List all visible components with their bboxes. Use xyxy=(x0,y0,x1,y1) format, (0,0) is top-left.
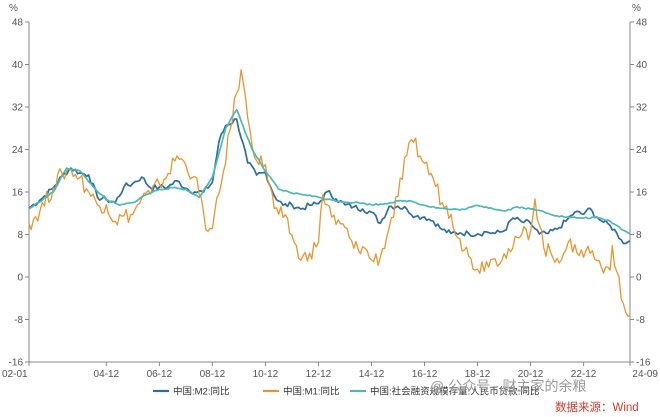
y-tick-label-right: 8 xyxy=(636,230,642,241)
series-line-3 xyxy=(28,108,631,235)
y-tick-label-left: -8 xyxy=(14,315,23,326)
y-tick-label-right: -8 xyxy=(636,315,645,326)
y-tick-label-right: 48 xyxy=(636,18,648,29)
y-tick-label-left: 0 xyxy=(17,273,23,284)
x-tick-label: 02-01 xyxy=(2,369,28,380)
axes: % % xyxy=(9,3,641,363)
y-tick-label-left: 24 xyxy=(12,145,24,156)
y-axis-left-unit: % xyxy=(9,3,18,14)
x-ticks: 02-01 04-12 06-12 08-12 10-12 12-12 14-12 16-12… xyxy=(2,362,658,380)
y-tick-label-right: 24 xyxy=(636,145,648,156)
y-ticks-left: -16 -8 0 8 16 24 32 40 48 xyxy=(9,18,29,369)
series-lines xyxy=(28,69,631,317)
y-tick-label-left: 40 xyxy=(12,60,24,71)
data-source: 数据来源：Wind xyxy=(555,400,639,414)
legend: 中国:M2:同比 中国:M1:同比 中国:社会融资规模存量:人民币贷款:同比 xyxy=(153,386,539,398)
series-line-1 xyxy=(28,118,631,245)
series-line-2 xyxy=(28,69,631,317)
x-tick-label: 12-12 xyxy=(306,369,332,380)
y-tick-label-right: 16 xyxy=(636,188,648,199)
x-tick-label: 06-12 xyxy=(147,369,173,380)
legend-label-3: 中国:社会融资规模存量:人民币贷款:同比 xyxy=(370,386,539,398)
y-tick-label-right: 40 xyxy=(636,60,648,71)
legend-label-1: 中国:M2:同比 xyxy=(173,386,229,398)
watermark: @ 公众号 · 财主家的余粮 xyxy=(430,378,587,394)
x-tick-label: 20-12 xyxy=(518,369,544,380)
y-tick-label-left: 8 xyxy=(17,230,23,241)
y-tick-label-right: 32 xyxy=(636,103,648,114)
y-axis-right-unit: % xyxy=(632,3,641,14)
y-tick-label-right: 0 xyxy=(636,273,642,284)
x-tick-label: 04-12 xyxy=(94,369,120,380)
y-tick-label-left: 32 xyxy=(12,103,24,114)
x-tick-label: 24-09 xyxy=(632,369,658,380)
x-tick-label: 08-12 xyxy=(200,369,226,380)
y-tick-label-left: 48 xyxy=(12,18,24,29)
y-tick-label-left: -16 xyxy=(9,358,24,369)
legend-label-2: 中国:M1:同比 xyxy=(283,386,339,398)
y-tick-label-right: -16 xyxy=(636,358,651,369)
x-tick-label: 18-12 xyxy=(465,369,491,380)
x-tick-label: 22-12 xyxy=(571,369,597,380)
x-tick-label: 10-12 xyxy=(253,369,279,380)
y-ticks-right: -16 -8 0 8 16 24 32 40 48 xyxy=(630,18,651,369)
x-tick-label: 14-12 xyxy=(359,369,385,380)
y-tick-label-left: 16 xyxy=(12,188,24,199)
x-tick-label: 16-12 xyxy=(412,369,438,380)
